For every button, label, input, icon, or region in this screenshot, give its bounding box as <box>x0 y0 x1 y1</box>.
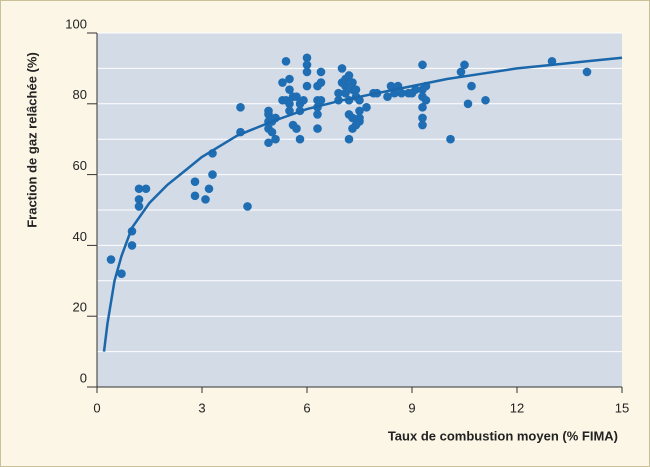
point <box>341 81 350 91</box>
point <box>127 241 137 250</box>
point <box>271 134 280 144</box>
point <box>348 113 357 123</box>
y-tick-label: 20 <box>73 300 87 315</box>
point <box>117 269 126 279</box>
point <box>201 195 210 204</box>
point <box>190 177 200 186</box>
point <box>348 78 357 87</box>
point <box>141 184 151 194</box>
point <box>362 103 371 112</box>
point <box>134 184 144 194</box>
y-tick-label: 0 <box>80 370 87 385</box>
point <box>278 78 287 87</box>
point <box>285 106 294 116</box>
point <box>292 92 301 102</box>
point <box>355 106 364 116</box>
point <box>106 255 116 264</box>
point <box>386 81 396 91</box>
point <box>463 99 473 109</box>
point <box>344 134 354 144</box>
point <box>243 202 252 211</box>
point <box>418 103 427 112</box>
point <box>313 110 322 119</box>
point <box>295 134 305 144</box>
point <box>264 110 273 119</box>
point <box>467 81 476 91</box>
point <box>316 67 326 77</box>
point <box>481 95 490 105</box>
x-tick-label: 15 <box>615 400 629 415</box>
point <box>204 184 214 194</box>
point <box>421 95 431 105</box>
point <box>302 67 312 77</box>
point <box>285 85 294 94</box>
point <box>341 88 350 98</box>
point <box>134 195 144 204</box>
point <box>351 85 361 94</box>
point <box>134 202 144 211</box>
y-tick-label: 80 <box>73 87 87 102</box>
x-axis-label: Taux de combustion moyen (% FIMA) <box>388 428 618 443</box>
point <box>285 74 294 84</box>
point <box>208 170 217 179</box>
point <box>446 134 455 144</box>
y-axis-label: Fraction de gaz relâchée (%) <box>24 52 39 228</box>
x-tick-label: 0 <box>93 400 100 415</box>
x-tick-label: 9 <box>408 400 415 415</box>
point <box>418 60 427 70</box>
point <box>302 60 312 70</box>
y-tick-label: 100 <box>65 16 87 31</box>
y-tick-label: 40 <box>73 229 87 244</box>
x-tick-label: 6 <box>303 400 310 415</box>
point <box>285 99 294 109</box>
point <box>316 95 326 105</box>
x-tick-label: 3 <box>198 400 205 415</box>
point <box>316 78 326 87</box>
point <box>302 81 312 91</box>
point <box>397 88 406 98</box>
point <box>236 103 245 112</box>
point <box>299 95 308 105</box>
point <box>313 124 322 133</box>
point <box>264 138 273 148</box>
point <box>281 57 291 66</box>
fit-curve <box>102 56 623 352</box>
point <box>460 60 469 70</box>
point <box>190 191 200 201</box>
point <box>418 113 427 123</box>
point <box>582 67 592 77</box>
point <box>267 127 277 137</box>
point <box>456 67 466 77</box>
point <box>337 64 347 73</box>
point <box>355 113 364 123</box>
x-tick-label: 12 <box>510 400 524 415</box>
point <box>411 85 420 94</box>
y-tick-label: 60 <box>73 158 87 173</box>
point <box>344 71 354 80</box>
point <box>292 124 301 133</box>
point <box>302 53 312 63</box>
point <box>334 88 343 98</box>
point <box>383 92 392 102</box>
point <box>418 120 427 130</box>
